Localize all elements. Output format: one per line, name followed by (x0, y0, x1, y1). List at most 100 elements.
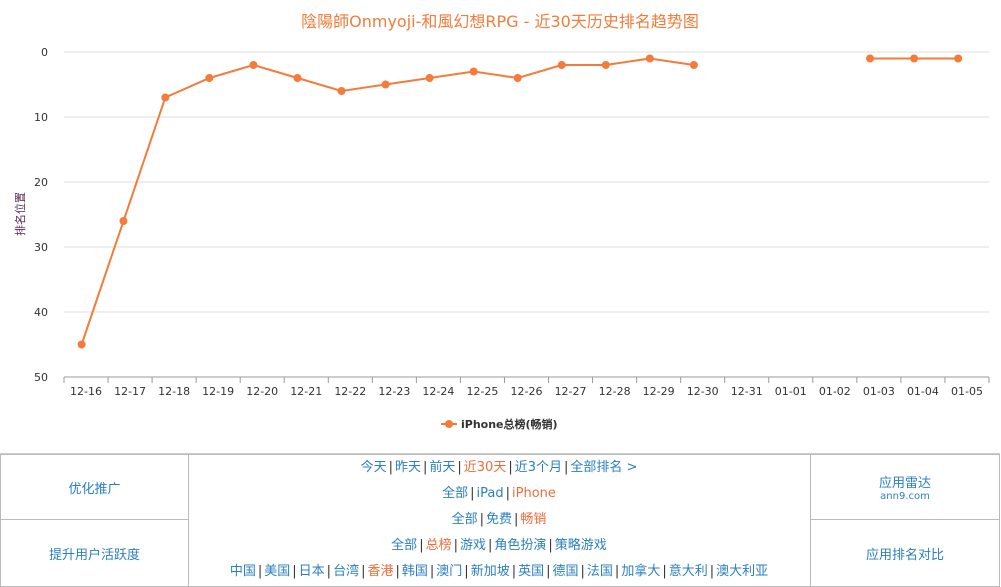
legend-marker (445, 420, 453, 428)
row4-link-0[interactable]: 全部 (391, 538, 418, 553)
x-tick-label: 12-22 (334, 385, 366, 398)
row2-link-1[interactable]: iPad (476, 486, 504, 501)
y-tick-label: 10 (34, 111, 48, 124)
row1-link-4[interactable]: 近3个月 (514, 460, 562, 475)
separator: | (419, 538, 424, 553)
separator: | (326, 564, 332, 579)
separator: | (257, 564, 263, 579)
category-row: 全部 | 总榜 | 游戏 | 角色扮演 | 策略游戏 (188, 538, 810, 554)
row5-link-8[interactable]: 英国 (518, 564, 545, 579)
row5-link-4[interactable]: 香港 (367, 564, 394, 579)
x-tick-label: 12-29 (643, 385, 675, 398)
chart-svg: 陰陽師Onmyoji-和風幻想RPG - 近30天历史排名趋势图 0 10 20 30 4… (13, 12, 990, 431)
separator: | (464, 564, 469, 579)
x-tick-label: 12-17 (114, 385, 146, 398)
separator: | (361, 564, 366, 579)
data-point (119, 217, 128, 225)
row5-link-7[interactable]: 新加坡 (470, 564, 510, 579)
row5-link-13[interactable]: 澳大利亚 (716, 564, 769, 579)
separator: | (548, 538, 553, 553)
rank-compare-label: 应用排名对比 (865, 547, 944, 563)
data-point (469, 67, 478, 76)
filter-panel: 优化推广 提升用户活跃度 应用雷达 ann9.com 应用排名对比 今天 | 昨天 |… (0, 453, 1000, 587)
data-point (77, 340, 86, 349)
x-tick-label: 12-24 (422, 385, 454, 398)
data-point (381, 80, 390, 89)
x-tick-label: 01-02 (819, 385, 851, 398)
separator: | (422, 460, 428, 475)
x-tick-label: 01-05 (951, 385, 983, 398)
data-point (337, 87, 346, 95)
data-point (205, 74, 214, 82)
data-point (954, 54, 963, 63)
separator: | (564, 460, 569, 475)
row1-link-3[interactable]: 近30天 (463, 460, 507, 475)
separator: | (395, 564, 400, 579)
row1-link-1[interactable]: 昨天 (394, 460, 421, 475)
row4-link-2[interactable]: 游戏 (459, 538, 486, 553)
row4-link-3[interactable]: 角色扮演 (494, 538, 547, 553)
separator: | (508, 460, 513, 475)
data-point (689, 61, 698, 69)
data-point (425, 74, 434, 82)
row3-link-2[interactable]: 畅销 (520, 512, 547, 527)
separator: | (505, 486, 510, 501)
separator: | (511, 564, 517, 579)
promote-button[interactable]: 优化推广 (0, 454, 189, 520)
separator: | (388, 460, 393, 475)
row1-link-2[interactable]: 前天 (429, 460, 456, 475)
x-tick-label: 12-27 (555, 385, 587, 398)
time-range-row: 今天 | 昨天 | 前天 | 近30天 | 近3个月 | 全部排名 > (188, 460, 810, 476)
device-row: 全部 | iPad | iPhone (188, 486, 810, 502)
row5-link-6[interactable]: 澳门 (436, 564, 463, 579)
row2-link-2[interactable]: iPhone (512, 486, 556, 501)
data-point (557, 61, 566, 69)
separator: | (514, 512, 519, 527)
row1-link-5[interactable]: 全部排名 > (570, 460, 638, 475)
separator: | (614, 564, 620, 579)
x-tick-label: 12-19 (202, 385, 234, 398)
separator: | (292, 564, 297, 579)
app-radar-button[interactable]: 应用雷达 ann9.com (810, 454, 1000, 520)
region-row: 中国 | 美国 | 日本 | 台湾 | 香港 | 韩国 | 澳门 | 新加坡 | 英国 | 德国 | 法国 | 加拿大 | 意大… (188, 564, 810, 580)
row5-link-11[interactable]: 加拿大 (621, 564, 661, 579)
separator: | (429, 564, 435, 579)
app-radar-domain: ann9.com (880, 491, 930, 502)
y-tick-label: 30 (34, 241, 48, 254)
row5-link-5[interactable]: 韩国 (401, 564, 428, 579)
data-point (293, 74, 302, 82)
y-tick-label: 50 (34, 371, 48, 384)
y-tick-label: 40 (34, 306, 48, 319)
x-tick-label: 12-18 (158, 385, 190, 398)
row4-link-1[interactable]: 总榜 (425, 538, 452, 553)
row5-link-0[interactable]: 中国 (229, 564, 256, 579)
row5-link-1[interactable]: 美国 (264, 564, 291, 579)
row3-link-1[interactable]: 免费 (485, 512, 512, 527)
row2-link-0[interactable]: 全部 (442, 486, 469, 501)
row1-link-0[interactable]: 今天 (360, 460, 387, 475)
row5-link-3[interactable]: 台湾 (333, 564, 360, 579)
data-point (161, 93, 170, 102)
data-point (866, 54, 875, 63)
row5-link-12[interactable]: 意大利 (668, 564, 708, 579)
activity-button[interactable]: 提升用户活跃度 (0, 519, 189, 587)
x-tick-label: 12-30 (687, 385, 719, 398)
promote-label: 优化推广 (68, 481, 121, 497)
separator: | (709, 564, 715, 579)
row5-link-9[interactable]: 德国 (552, 564, 579, 579)
data-point (601, 61, 610, 69)
row3-link-0[interactable]: 全部 (451, 512, 478, 527)
data-point (645, 54, 654, 63)
row4-link-4[interactable]: 策略游戏 (554, 538, 607, 553)
separator: | (470, 486, 475, 501)
rank-compare-button[interactable]: 应用排名对比 (810, 519, 1000, 587)
series-line (80, 57, 695, 345)
row5-link-2[interactable]: 日本 (298, 564, 325, 579)
x-tick-label: 12-28 (599, 385, 631, 398)
y-tick-label: 0 (41, 46, 48, 59)
separator: | (580, 564, 585, 579)
data-point (513, 74, 522, 82)
x-tick-label: 01-03 (863, 385, 895, 398)
separator: | (662, 564, 667, 579)
row5-link-10[interactable]: 法国 (586, 564, 613, 579)
